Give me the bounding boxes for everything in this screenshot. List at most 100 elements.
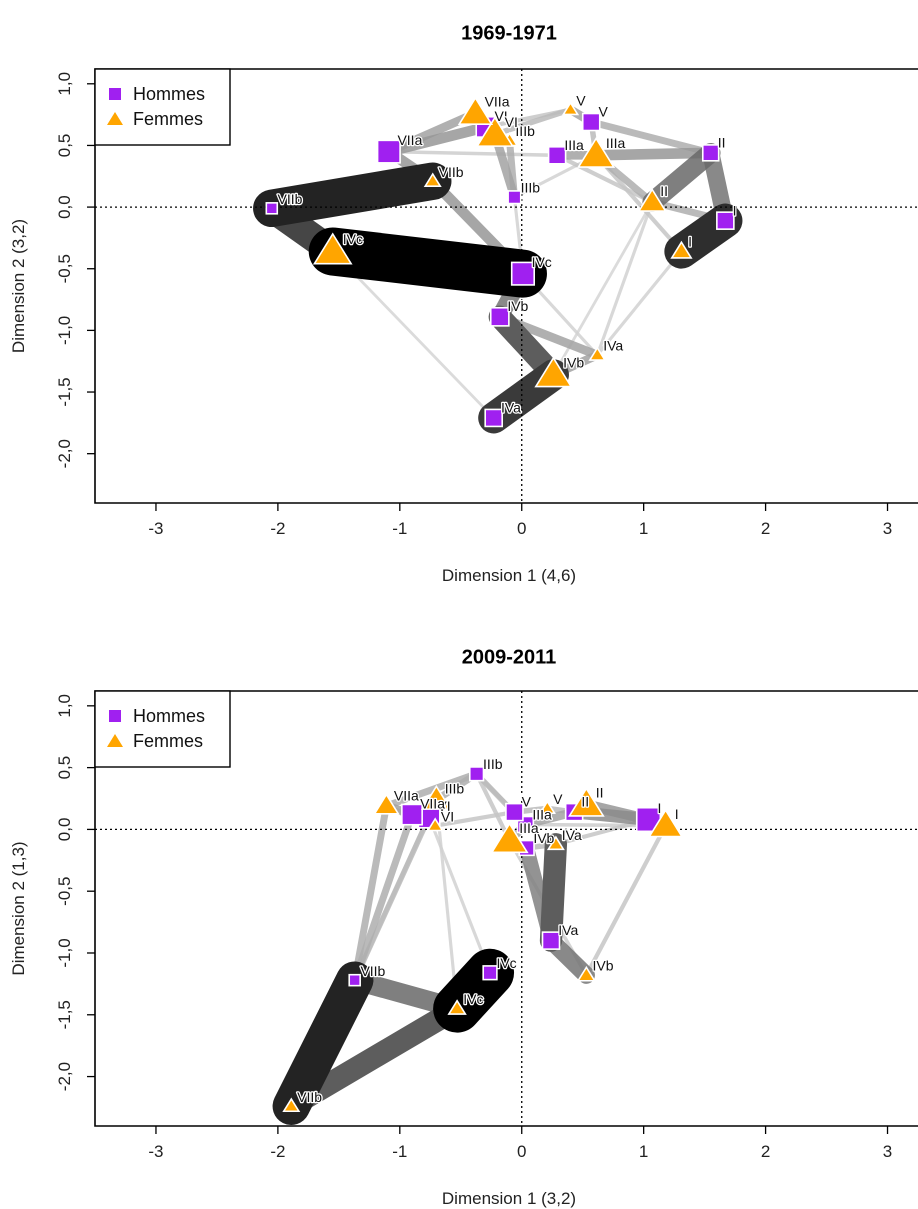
link-segment: [642, 143, 721, 212]
link-segment: [351, 802, 390, 984]
legend-square-icon: [109, 710, 121, 722]
point-femmes: [426, 817, 444, 832]
y-tick-label: 0,5: [55, 756, 74, 780]
link-segment: [590, 147, 717, 161]
point-hommes: [505, 802, 524, 822]
x-tick-label: 1: [639, 519, 648, 538]
link-segment: [584, 823, 668, 978]
point-label: IIIb: [483, 756, 503, 772]
y-tick-label: 0,0: [55, 818, 74, 842]
point-label: V: [522, 794, 532, 810]
point-femmes: [561, 101, 580, 116]
point-hommes: [376, 139, 401, 164]
link-segment: [427, 815, 492, 975]
y-tick-label: 1,0: [55, 72, 74, 96]
panel-1: 1969-1971IIIIIIaIIIbIVaIVbIVcVVIVIIaVIIb…: [9, 22, 918, 585]
legend-box: [94, 690, 231, 768]
link-segment: [434, 798, 459, 1011]
point-label: I: [657, 800, 661, 816]
plot-area: IIIIIIaIIIbIVaIVbIVcVVIVIIaVIIbIIIIIIaII…: [95, 69, 918, 503]
chart-title: 2009-2011: [462, 646, 557, 668]
point-femmes: [567, 787, 605, 817]
x-tick-label: 3: [883, 519, 892, 538]
point-femmes: [475, 116, 515, 147]
point-hommes: [701, 144, 720, 162]
point-label: IIIa: [532, 806, 552, 822]
point-label: V: [553, 791, 563, 807]
point-femmes: [490, 822, 529, 854]
point-label: VIIb: [297, 1089, 322, 1105]
point-femmes: [373, 793, 400, 815]
point-femmes: [423, 172, 442, 188]
link-segment: [492, 106, 574, 138]
legend-label: Hommes: [133, 706, 205, 726]
point-label: I: [688, 234, 692, 250]
x-tick-label: -1: [392, 519, 407, 538]
point-label: IVb: [507, 298, 528, 314]
point-label: VIIa: [394, 787, 419, 803]
y-tick-label: 1,0: [55, 694, 74, 718]
point-hommes: [581, 112, 601, 132]
point-hommes: [348, 973, 361, 987]
legend-square-icon: [109, 88, 121, 100]
y-tick-label: 0,5: [55, 134, 74, 158]
point-femmes: [538, 800, 556, 814]
point-label: IVc: [496, 955, 516, 971]
y-tick-label: -0,5: [55, 254, 74, 283]
link-segment: [308, 227, 547, 298]
point-hommes: [484, 408, 503, 428]
point-label: VIIb: [360, 963, 385, 979]
point-label: II: [581, 794, 589, 810]
point-femmes: [420, 784, 452, 810]
link-segment: [253, 162, 452, 228]
y-tick-label: -1,5: [55, 1000, 74, 1029]
point-hommes: [265, 202, 279, 215]
y-tick-label: -1,0: [55, 938, 74, 967]
y-tick-label: -0,5: [55, 877, 74, 906]
point-label: IIIb: [515, 123, 535, 139]
x-tick-label: -2: [270, 1142, 285, 1161]
point-label: IIIa: [519, 820, 539, 836]
x-axis-title: Dimension 1 (3,2): [442, 1189, 576, 1208]
y-tick-label: 0,0: [55, 195, 74, 219]
point-label: IVc: [343, 231, 363, 247]
link-segment: [587, 118, 715, 157]
point-label: VI: [437, 798, 450, 814]
chart-title: 1969-1971: [461, 22, 557, 44]
point-label: VIIb: [439, 164, 464, 180]
point-femmes: [457, 96, 494, 125]
y-tick-label: -1,5: [55, 377, 74, 406]
point-label: IVc: [532, 254, 552, 270]
point-femmes: [282, 1097, 301, 1113]
point-label: IIIa: [564, 137, 584, 153]
link-segment: [595, 200, 654, 357]
point-label: VIIa: [485, 93, 510, 109]
x-tick-label: -2: [270, 519, 285, 538]
link-segment: [272, 961, 374, 1125]
point-hommes: [510, 261, 536, 286]
point-label: IIIa: [606, 135, 626, 151]
x-axis-title: Dimension 1 (4,6): [442, 566, 576, 585]
point-femmes: [647, 808, 684, 838]
point-label: IVa: [501, 400, 521, 416]
y-axis-title: Dimension 2 (3,2): [9, 219, 28, 353]
point-label: IVa: [558, 922, 578, 938]
link-segment: [433, 810, 517, 828]
point-label: V: [576, 92, 586, 108]
point-label: V: [598, 104, 608, 120]
point-label: IVb: [563, 354, 584, 370]
point-label: VI: [494, 108, 507, 124]
point-label: IIIb: [521, 180, 541, 196]
plot-frame: [94, 68, 918, 504]
point-hommes: [489, 306, 510, 327]
point-femmes: [447, 999, 467, 1015]
point-label: VIIa: [420, 796, 445, 812]
point-hommes: [482, 965, 498, 981]
x-tick-label: 0: [517, 1142, 526, 1161]
link-segment: [539, 833, 568, 952]
legend-triangle-icon: [107, 734, 123, 747]
legend-label: Femmes: [133, 109, 203, 129]
point-femmes: [534, 356, 573, 388]
link-segment: [351, 811, 416, 984]
